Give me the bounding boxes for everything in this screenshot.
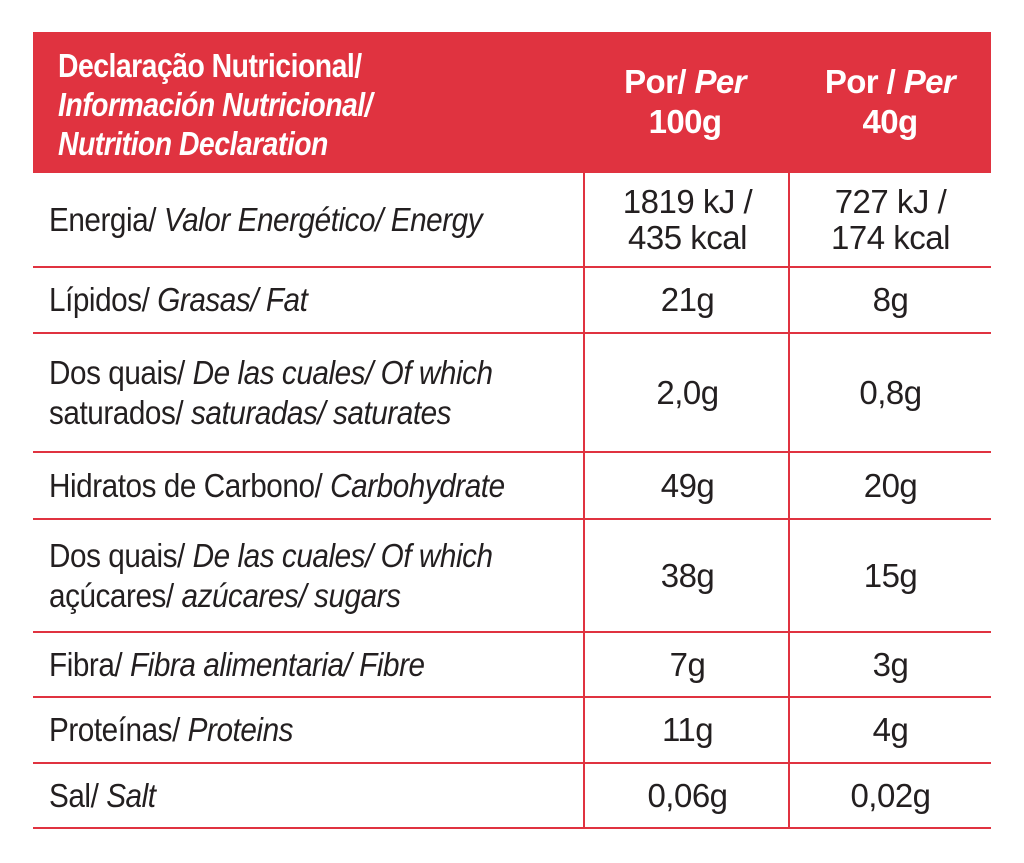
table-row: Dos quais/ De las cuales/ Of which satur… bbox=[33, 334, 991, 453]
table-header: Declaração Nutricional/ Información Nutr… bbox=[33, 32, 991, 173]
table-row: Sal/ Salt 0,06g 0,02g bbox=[33, 764, 991, 829]
row-label-sugars: Dos quais/ De las cuales/ Of which açúca… bbox=[49, 536, 493, 614]
value-salt-100g: 0,06g bbox=[647, 776, 728, 814]
value-fibre-100g: 7g bbox=[669, 645, 706, 683]
value-saturates-40g: 0,8g bbox=[859, 373, 922, 411]
table-row: Fibra/ Fibra alimentaria/ Fibre 7g 3g bbox=[33, 633, 991, 698]
header-title: Declaração Nutricional/ Información Nutr… bbox=[58, 46, 514, 163]
nutrition-table: Declaração Nutricional/ Información Nutr… bbox=[33, 32, 991, 829]
row-label-fibre: Fibra/ Fibra alimentaria/ Fibre bbox=[49, 645, 425, 683]
value-carbohydrate-100g: 49g bbox=[660, 466, 715, 504]
table-row: Hidratos de Carbono/ Carbohydrate 49g 20… bbox=[33, 453, 991, 520]
header-per-100g: Por/ Per 100g bbox=[624, 63, 746, 140]
table-row: Energia/ Valor Energético/ Energy 1819 k… bbox=[33, 173, 991, 268]
header-per-40g: Por / Per 40g bbox=[824, 63, 956, 140]
value-carbohydrate-40g: 20g bbox=[863, 466, 918, 504]
value-saturates-100g: 2,0g bbox=[656, 373, 719, 411]
table-row: Lípidos/ Grasas/ Fat 21g 8g bbox=[33, 268, 991, 334]
value-proteins-40g: 4g bbox=[872, 711, 909, 748]
value-energy-100g: 1819 kJ / 435 kcal bbox=[622, 182, 753, 256]
row-label-carbohydrate: Hidratos de Carbono/ Carbohydrate bbox=[49, 466, 505, 504]
row-label-fat: Lípidos/ Grasas/ Fat bbox=[49, 281, 308, 318]
value-proteins-100g: 11g bbox=[661, 711, 714, 748]
value-energy-40g: 727 kJ / 174 kcal bbox=[831, 182, 950, 256]
row-label-salt: Sal/ Salt bbox=[49, 776, 156, 814]
row-label-saturates: Dos quais/ De las cuales/ Of which satur… bbox=[49, 353, 493, 431]
title-portuguese: Declaração Nutricional/ bbox=[58, 47, 362, 84]
column-divider bbox=[583, 173, 585, 829]
value-sugars-100g: 38g bbox=[660, 556, 715, 594]
title-spanish: Información Nutricional/ bbox=[58, 86, 373, 123]
value-fat-40g: 8g bbox=[872, 281, 909, 318]
column-divider bbox=[788, 173, 790, 829]
row-label-energy: Energia/ Valor Energético/ Energy bbox=[49, 200, 483, 238]
row-label-proteins: Proteínas/ Proteins bbox=[49, 711, 294, 748]
table-row: Dos quais/ De las cuales/ Of which açúca… bbox=[33, 520, 991, 633]
value-sugars-40g: 15g bbox=[863, 556, 918, 594]
title-english: Nutrition Declaration bbox=[58, 125, 328, 162]
table-row: Proteínas/ Proteins 11g 4g bbox=[33, 698, 991, 764]
value-salt-40g: 0,02g bbox=[850, 776, 931, 814]
value-fibre-40g: 3g bbox=[872, 645, 909, 683]
value-fat-100g: 21g bbox=[660, 281, 715, 318]
